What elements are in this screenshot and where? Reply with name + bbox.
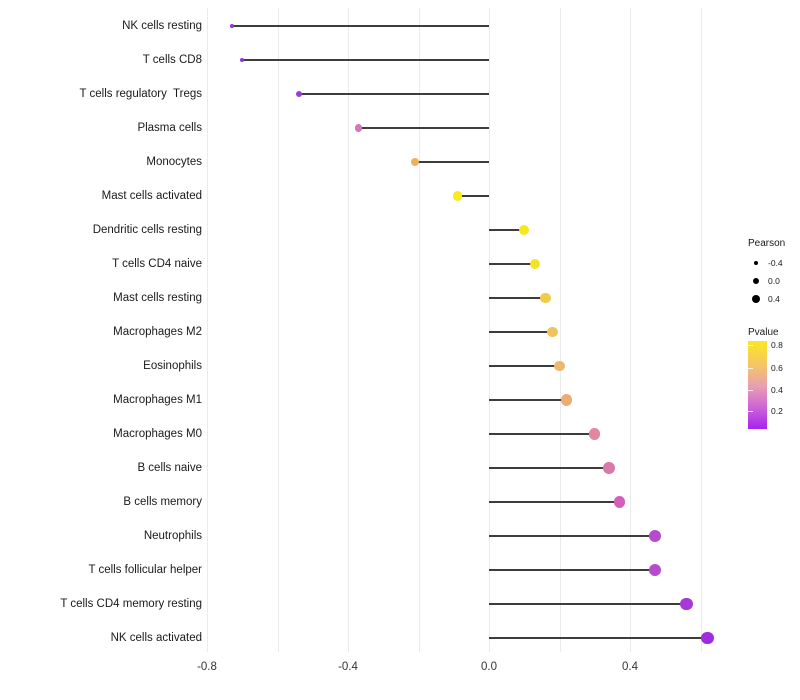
colorbar-tick [748,344,753,346]
data-point [240,57,245,63]
y-axis-label: T cells CD4 naive [112,258,202,270]
data-point [648,563,661,577]
lollipop-stem [358,127,489,129]
lollipop-stem [489,297,546,299]
data-point [648,529,661,543]
y-axis-label: B cells naive [137,462,202,474]
y-axis-label: Mast cells activated [101,190,202,202]
data-point [603,462,615,474]
colorbar [748,341,767,429]
size-legend-label: 0.4 [768,294,780,304]
data-point [229,24,234,28]
gridline [207,8,208,652]
x-tick-label: -0.8 [197,661,217,673]
y-axis-label: B cells memory [123,496,202,508]
y-axis-label: Neutrophils [143,530,202,542]
y-axis-label: T cells CD4 memory resting [60,598,202,610]
lollipop-stem [489,399,567,401]
data-point [613,496,626,508]
lollipop-stem [489,365,560,367]
lollipop-stem [489,569,655,571]
data-point [354,124,363,132]
size-legend-dot [751,294,761,304]
y-axis-label: Macrophages M0 [113,428,202,440]
color-legend-title: Pvalue [748,327,779,338]
colorbar-tick [748,390,753,392]
lollipop-stem [489,263,535,265]
data-point [529,258,541,270]
y-axis-label: Macrophages M2 [113,326,202,338]
size-legend-label: -0.4 [768,258,783,268]
lollipop-stem [489,433,595,435]
data-point [561,394,573,406]
lollipop-stem [489,467,609,469]
data-point [540,292,551,304]
lollipop-stem [489,331,553,333]
lollipop-stem [298,93,489,95]
colorbar-tick-label: 0.6 [771,363,783,374]
size-legend-title: Pearson [748,238,786,249]
y-axis-label: T cells follicular helper [88,564,202,576]
data-point [519,224,530,236]
data-point [295,90,302,97]
lollipop-stem [489,603,687,605]
gridline [489,8,490,652]
y-axis-label: Monocytes [146,156,202,168]
lollipop-stem [414,161,489,163]
lollipop-stem [489,229,525,231]
data-point [554,360,565,372]
y-axis-label: Plasma cells [137,122,202,134]
data-point [701,631,715,645]
y-axis-label: Mast cells resting [113,292,202,304]
y-axis-label: Macrophages M1 [113,394,202,406]
x-tick-label: 0.4 [622,661,638,673]
x-tick-label: 0.0 [481,661,497,673]
data-point [547,326,558,338]
data-point [680,597,693,611]
colorbar-tick-label: 0.2 [771,405,783,416]
lollipop-stem [242,59,489,61]
gridline [348,8,349,652]
y-axis-label: NK cells activated [110,632,202,644]
colorbar-tick [748,368,753,370]
lollipop-stem [489,535,655,537]
y-axis-label: Eosinophils [143,360,202,372]
colorbar-tick-label: 0.4 [771,385,783,396]
data-point [589,428,601,440]
size-legend-dot [753,260,759,266]
lollipop-stem [489,501,620,503]
gridline [700,8,702,652]
y-axis-label: T cells CD8 [142,54,202,66]
gridline [559,8,561,652]
lollipop-stem [489,637,708,639]
data-point [452,191,462,201]
gridline [630,8,631,652]
y-axis-label: NK cells resting [122,20,202,32]
x-tick-label: -0.4 [338,661,358,673]
lollipop-stem [231,25,489,27]
gridline [277,8,279,652]
size-legend-dot [752,277,760,285]
size-legend-label: 0.0 [768,276,780,286]
lollipop-stem [457,195,489,197]
y-axis-label: Dendritic cells resting [92,224,202,236]
colorbar-tick [748,410,753,412]
data-point [410,157,420,167]
y-axis-label: T cells regulatory Tregs [79,88,202,100]
colorbar-tick-label: 0.8 [771,339,783,350]
gridline [418,8,420,652]
